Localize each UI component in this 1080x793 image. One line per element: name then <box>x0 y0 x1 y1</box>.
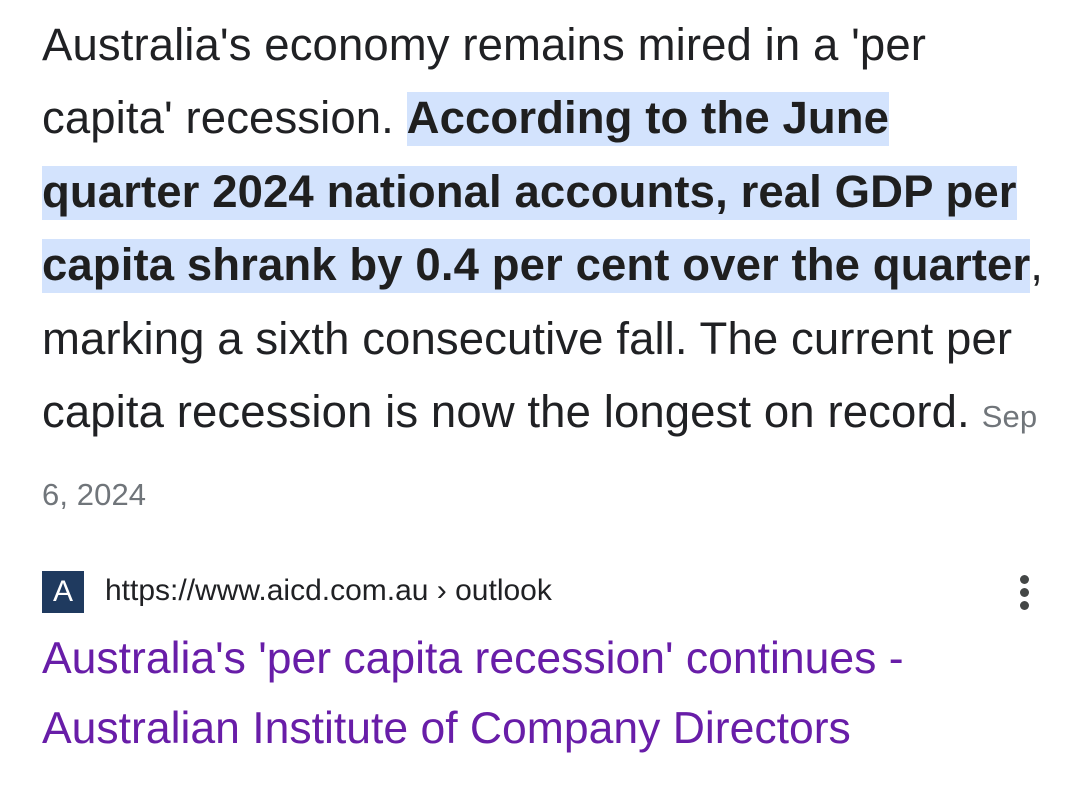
snippet-date: Sep 6, 2024 <box>42 399 1038 513</box>
dot-icon <box>1020 588 1029 597</box>
source-row[interactable]: A https://www.aicd.com.au › outlook <box>42 569 1042 613</box>
result-title-link[interactable]: Australia's 'per capita recession' conti… <box>42 634 904 753</box>
dot-icon <box>1020 575 1029 584</box>
source-url[interactable]: https://www.aicd.com.au › outlook <box>105 574 552 607</box>
site-favicon-icon: A <box>42 571 84 613</box>
dot-icon <box>1020 601 1029 610</box>
snippet-text-continued: , marking a sixth consecutive fall. The … <box>42 239 1044 438</box>
snippet-text: Australia's economy remains mired in a '… <box>42 19 926 144</box>
featured-snippet: Australia's economy remains mired in a '… <box>42 8 1052 532</box>
more-options-icon[interactable] <box>1011 575 1039 619</box>
